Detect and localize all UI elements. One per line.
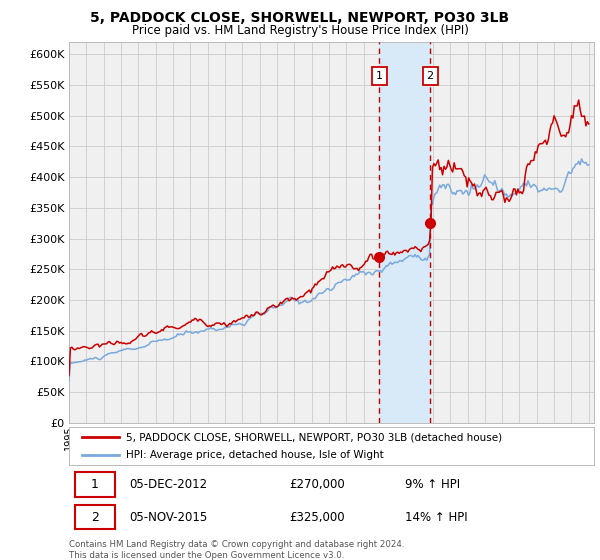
- Text: 05-DEC-2012: 05-DEC-2012: [130, 478, 208, 491]
- FancyBboxPatch shape: [76, 472, 115, 497]
- Text: 9% ↑ HPI: 9% ↑ HPI: [405, 478, 460, 491]
- FancyBboxPatch shape: [76, 505, 115, 529]
- Text: 1: 1: [376, 71, 383, 81]
- Text: HPI: Average price, detached house, Isle of Wight: HPI: Average price, detached house, Isle…: [126, 450, 383, 460]
- Text: 2: 2: [91, 511, 99, 524]
- Text: 5, PADDOCK CLOSE, SHORWELL, NEWPORT, PO30 3LB (detached house): 5, PADDOCK CLOSE, SHORWELL, NEWPORT, PO3…: [126, 432, 502, 442]
- Text: 5, PADDOCK CLOSE, SHORWELL, NEWPORT, PO30 3LB: 5, PADDOCK CLOSE, SHORWELL, NEWPORT, PO3…: [91, 11, 509, 25]
- Text: 05-NOV-2015: 05-NOV-2015: [130, 511, 208, 524]
- Text: £325,000: £325,000: [290, 511, 345, 524]
- Text: Price paid vs. HM Land Registry's House Price Index (HPI): Price paid vs. HM Land Registry's House …: [131, 24, 469, 36]
- Text: 2: 2: [427, 71, 434, 81]
- Bar: [379, 42, 430, 423]
- Text: £270,000: £270,000: [290, 478, 345, 491]
- Text: 1: 1: [91, 478, 99, 491]
- Text: Contains HM Land Registry data © Crown copyright and database right 2024.
This d: Contains HM Land Registry data © Crown c…: [69, 540, 404, 560]
- Text: 14% ↑ HPI: 14% ↑ HPI: [405, 511, 467, 524]
